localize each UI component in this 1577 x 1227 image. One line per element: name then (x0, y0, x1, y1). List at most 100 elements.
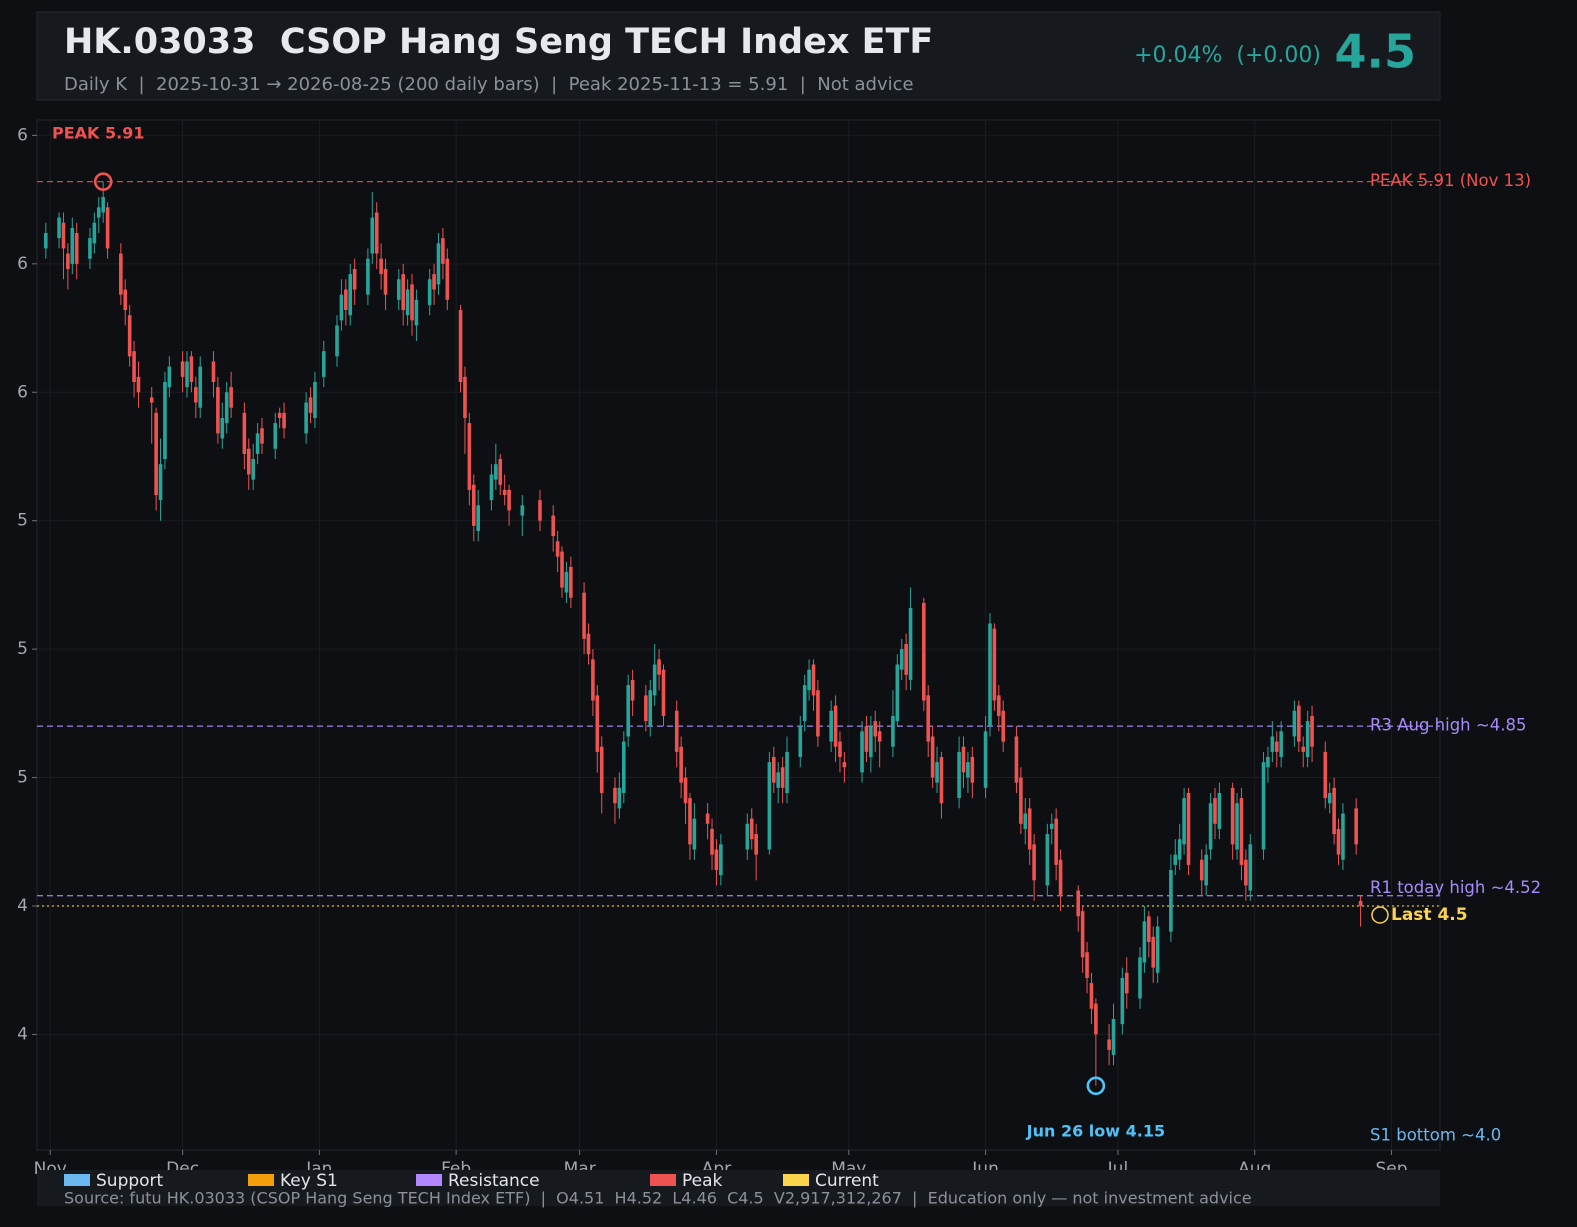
candle-body (321, 351, 326, 377)
y-tick-label: 4 (17, 896, 28, 916)
candle-body (860, 731, 864, 773)
candle-body (877, 731, 882, 742)
legend-label: Current (815, 1171, 879, 1191)
y-tick-label: 5 (17, 511, 28, 531)
candle-body (132, 351, 136, 382)
candle-body (838, 741, 842, 758)
candle-body (922, 602, 926, 701)
candle-body (520, 505, 525, 516)
candle-body (785, 751, 789, 793)
source-note: Source: futu HK.03033 (CSOP Hang Seng TE… (64, 1189, 1252, 1208)
chart-title: HK.03033 CSOP Hang Seng TECH Index ETF (64, 22, 933, 62)
candle-body (383, 268, 388, 295)
candle-body (595, 695, 600, 752)
candle-body (1177, 839, 1182, 860)
candle-body (626, 685, 631, 737)
candle-body (1147, 916, 1151, 942)
last-marker (1371, 906, 1389, 924)
candle-body (273, 423, 278, 449)
candle-body (1151, 936, 1156, 968)
candle-body (780, 767, 785, 788)
candle-body (997, 695, 1001, 716)
candle-body (811, 664, 816, 696)
candle-body (1155, 926, 1160, 973)
candle-body (92, 222, 97, 244)
candle-body (705, 813, 710, 824)
candle-body (149, 397, 154, 403)
y-tick-label: 6 (17, 254, 28, 274)
candle-body (899, 649, 904, 670)
candle-body (163, 381, 167, 460)
candle-body (348, 274, 353, 316)
candle-body (745, 823, 750, 850)
candle-body (57, 217, 61, 239)
candle-body (908, 608, 913, 680)
candle-body (44, 233, 48, 249)
candle-body (1358, 900, 1363, 906)
candle-body (1244, 859, 1248, 886)
candle-body (652, 664, 657, 696)
candle-body (776, 772, 781, 788)
candle-body (1336, 828, 1341, 855)
candle-body (983, 731, 988, 788)
candle-body (198, 366, 203, 408)
candle-body (1230, 787, 1235, 845)
candle-body (1045, 834, 1050, 886)
y-tick-label: 5 (17, 639, 28, 659)
candle-body (992, 628, 997, 701)
candle-body (816, 690, 820, 737)
candle-body (463, 376, 467, 418)
candle-body (767, 762, 772, 850)
candle-body (555, 541, 560, 557)
candle-body (70, 227, 75, 264)
candle-body (344, 289, 348, 311)
legend-swatch (248, 1174, 274, 1186)
candle-body (749, 818, 754, 840)
candle-body (582, 592, 586, 639)
candle-body (957, 751, 961, 799)
candle-body (1107, 1039, 1111, 1050)
candle-body (661, 669, 666, 716)
candle-body (599, 746, 604, 793)
subtitle: Daily K | 2025-10-31 → 2026-08-25 (200 d… (64, 74, 914, 95)
candle-body (1217, 792, 1222, 829)
last-price: 4.5 (1335, 25, 1417, 79)
candle-body (507, 489, 511, 511)
candle-body (489, 474, 494, 501)
candle-body (657, 659, 661, 675)
candle-body (66, 253, 70, 269)
candle-body (630, 679, 635, 701)
level-label: Last 4.5 (1391, 905, 1468, 925)
candle-body (895, 664, 900, 722)
candle-body (211, 361, 216, 382)
candle-body (494, 464, 498, 480)
candle-body (410, 284, 414, 321)
candle-body (119, 253, 123, 295)
candle-body (101, 197, 105, 213)
candle-body (1001, 710, 1006, 742)
candle-body (1248, 844, 1253, 891)
candle-body (1049, 823, 1054, 829)
level-label: R3 Aug high ~4.85 (1370, 716, 1526, 735)
candle-body (127, 315, 132, 357)
candle-body (313, 381, 317, 418)
y-tick-label: 6 (17, 125, 28, 145)
candle-body (1054, 818, 1058, 865)
level-label: S1 bottom ~4.0 (1370, 1126, 1501, 1145)
candle-body (1332, 787, 1336, 835)
candle-body (61, 222, 66, 249)
candle-body (1354, 808, 1358, 845)
candle-body (719, 844, 723, 876)
candle-body (714, 849, 719, 871)
candle-body (1032, 844, 1036, 881)
candle-body (802, 685, 807, 722)
candle-body (154, 412, 158, 496)
candle-body (471, 484, 476, 526)
candle-body (807, 669, 811, 691)
price-change: +0.04% (+0.00) (1134, 43, 1321, 68)
candle-body (648, 690, 653, 727)
candle-body (833, 705, 838, 747)
candle-body (674, 710, 679, 752)
candle-body (282, 412, 286, 429)
